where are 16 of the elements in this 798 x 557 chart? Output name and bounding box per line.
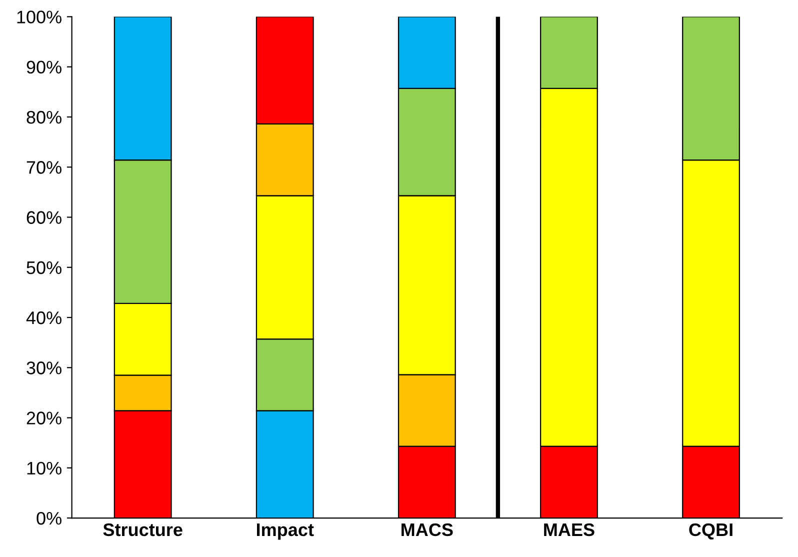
y-tick-label: 100% <box>17 10 62 24</box>
y-tick-label: 90% <box>26 60 62 74</box>
y-tick-label: 10% <box>27 462 62 475</box>
y-tick-label: 80% <box>26 110 62 124</box>
y-tick-label: 40% <box>26 311 62 324</box>
y-tick-label: 30% <box>26 362 62 374</box>
x-tick-label: CQBI <box>689 523 732 540</box>
y-tick-label: 20% <box>26 412 62 424</box>
x-tick-label: MACS <box>402 523 453 536</box>
x-tick-label: Structure <box>103 523 182 536</box>
y-tick-label: 0% <box>36 512 62 525</box>
y-tick-label: 60% <box>26 211 62 224</box>
x-tick-label: MAES <box>544 523 594 536</box>
y-tick-label: 50% <box>26 261 62 274</box>
x-tick-label: Impact <box>256 524 314 540</box>
y-tick-label: 70% <box>26 161 62 174</box>
